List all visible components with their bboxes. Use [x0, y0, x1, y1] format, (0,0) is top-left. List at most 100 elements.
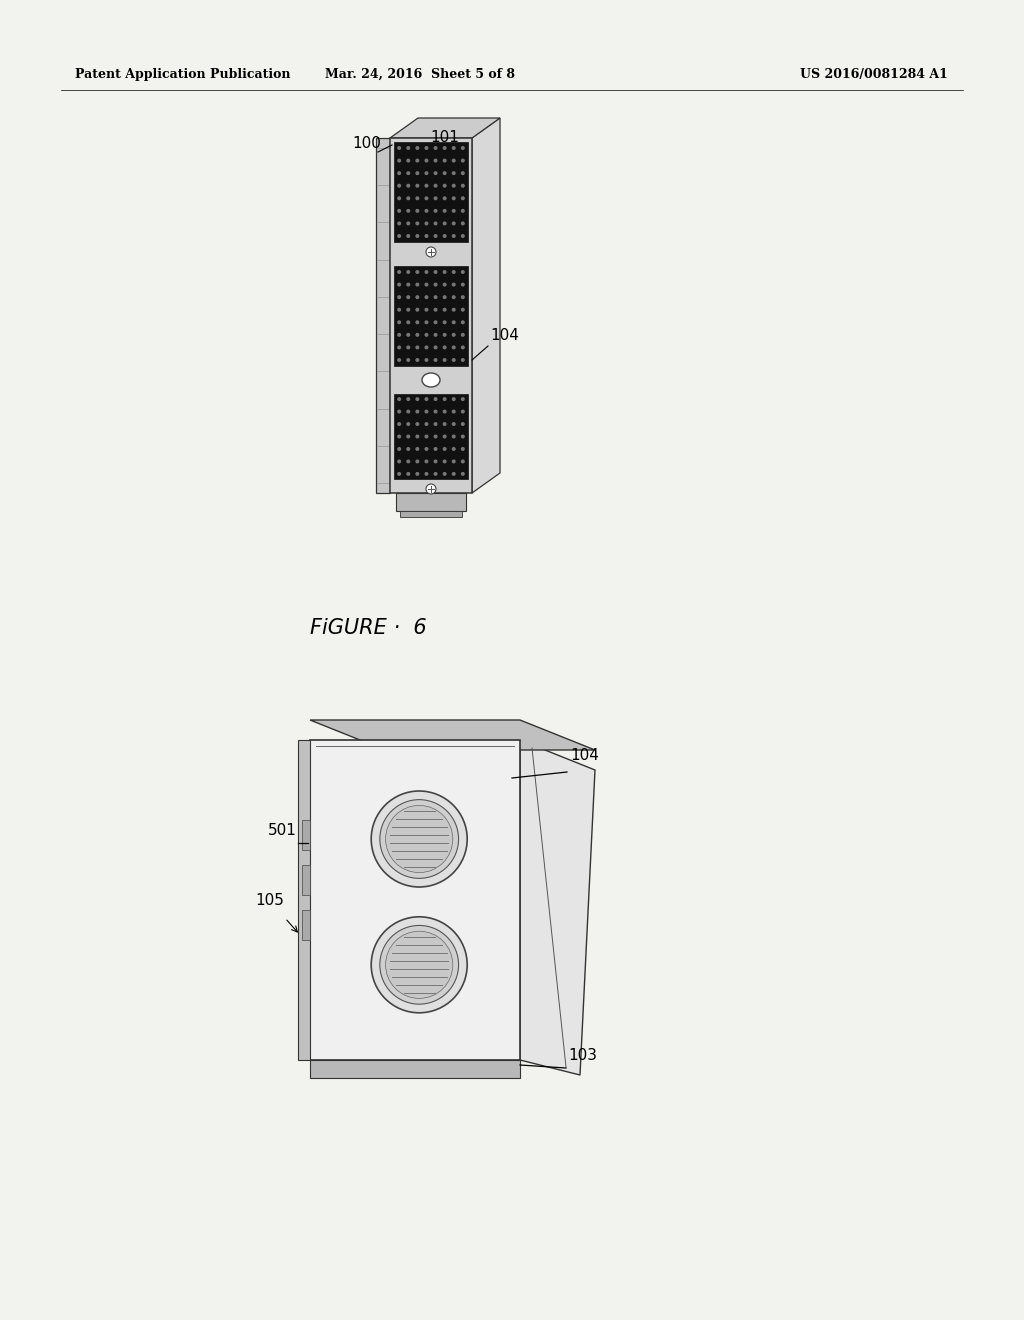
- Circle shape: [452, 282, 456, 286]
- Circle shape: [433, 172, 437, 176]
- Circle shape: [397, 358, 401, 362]
- Bar: [396, 492, 466, 511]
- Circle shape: [407, 434, 411, 438]
- Circle shape: [452, 358, 456, 362]
- Circle shape: [442, 158, 446, 162]
- Circle shape: [425, 321, 428, 325]
- Circle shape: [425, 271, 428, 275]
- Circle shape: [416, 172, 420, 176]
- Circle shape: [461, 346, 465, 350]
- Circle shape: [397, 459, 401, 463]
- Circle shape: [433, 197, 437, 201]
- Circle shape: [452, 271, 456, 275]
- Circle shape: [416, 147, 420, 150]
- Circle shape: [425, 158, 428, 162]
- Circle shape: [426, 484, 436, 494]
- Circle shape: [416, 358, 420, 362]
- Circle shape: [461, 459, 465, 463]
- Circle shape: [397, 346, 401, 350]
- Circle shape: [416, 308, 420, 312]
- Circle shape: [461, 434, 465, 438]
- Circle shape: [442, 471, 446, 477]
- Circle shape: [407, 209, 411, 213]
- Circle shape: [433, 321, 437, 325]
- Circle shape: [452, 397, 456, 401]
- Circle shape: [452, 296, 456, 300]
- Circle shape: [452, 222, 456, 226]
- Circle shape: [461, 471, 465, 477]
- Circle shape: [433, 308, 437, 312]
- Circle shape: [416, 397, 420, 401]
- Circle shape: [416, 346, 420, 350]
- Polygon shape: [520, 741, 595, 1074]
- Circle shape: [426, 247, 436, 257]
- Text: 501: 501: [268, 822, 297, 838]
- Circle shape: [407, 183, 411, 187]
- Circle shape: [452, 197, 456, 201]
- Circle shape: [407, 471, 411, 477]
- Circle shape: [442, 183, 446, 187]
- Circle shape: [397, 447, 401, 451]
- Circle shape: [407, 296, 411, 300]
- Circle shape: [433, 282, 437, 286]
- Circle shape: [425, 172, 428, 176]
- Circle shape: [442, 447, 446, 451]
- Circle shape: [461, 308, 465, 312]
- Circle shape: [433, 471, 437, 477]
- Circle shape: [397, 434, 401, 438]
- Circle shape: [433, 422, 437, 426]
- Circle shape: [452, 172, 456, 176]
- Circle shape: [433, 447, 437, 451]
- Circle shape: [442, 333, 446, 337]
- Circle shape: [407, 197, 411, 201]
- Text: 101: 101: [430, 129, 459, 145]
- Circle shape: [452, 346, 456, 350]
- Circle shape: [416, 447, 420, 451]
- Circle shape: [397, 308, 401, 312]
- Circle shape: [461, 358, 465, 362]
- Circle shape: [442, 197, 446, 201]
- Circle shape: [397, 333, 401, 337]
- Circle shape: [442, 234, 446, 238]
- Circle shape: [407, 321, 411, 325]
- Circle shape: [386, 931, 453, 998]
- Circle shape: [407, 409, 411, 413]
- Circle shape: [442, 308, 446, 312]
- Circle shape: [461, 197, 465, 201]
- Circle shape: [425, 209, 428, 213]
- Circle shape: [416, 282, 420, 286]
- Circle shape: [433, 333, 437, 337]
- Circle shape: [380, 925, 459, 1005]
- Circle shape: [397, 222, 401, 226]
- Circle shape: [452, 147, 456, 150]
- Circle shape: [407, 147, 411, 150]
- Text: Mar. 24, 2016  Sheet 5 of 8: Mar. 24, 2016 Sheet 5 of 8: [325, 69, 515, 81]
- Circle shape: [397, 397, 401, 401]
- Text: 100: 100: [352, 136, 381, 150]
- Circle shape: [442, 271, 446, 275]
- Circle shape: [461, 447, 465, 451]
- Circle shape: [416, 321, 420, 325]
- Text: FiGURE ·  6: FiGURE · 6: [310, 618, 427, 638]
- Circle shape: [452, 409, 456, 413]
- Circle shape: [407, 172, 411, 176]
- Circle shape: [407, 397, 411, 401]
- Circle shape: [452, 447, 456, 451]
- Circle shape: [442, 434, 446, 438]
- Polygon shape: [310, 719, 595, 750]
- Circle shape: [407, 447, 411, 451]
- Circle shape: [425, 234, 428, 238]
- Circle shape: [433, 459, 437, 463]
- Circle shape: [397, 234, 401, 238]
- Circle shape: [425, 459, 428, 463]
- Circle shape: [425, 471, 428, 477]
- Circle shape: [425, 333, 428, 337]
- Bar: [302, 909, 310, 940]
- Circle shape: [416, 333, 420, 337]
- Circle shape: [461, 222, 465, 226]
- Circle shape: [416, 158, 420, 162]
- Circle shape: [416, 183, 420, 187]
- Circle shape: [416, 209, 420, 213]
- Circle shape: [461, 172, 465, 176]
- Polygon shape: [390, 117, 500, 139]
